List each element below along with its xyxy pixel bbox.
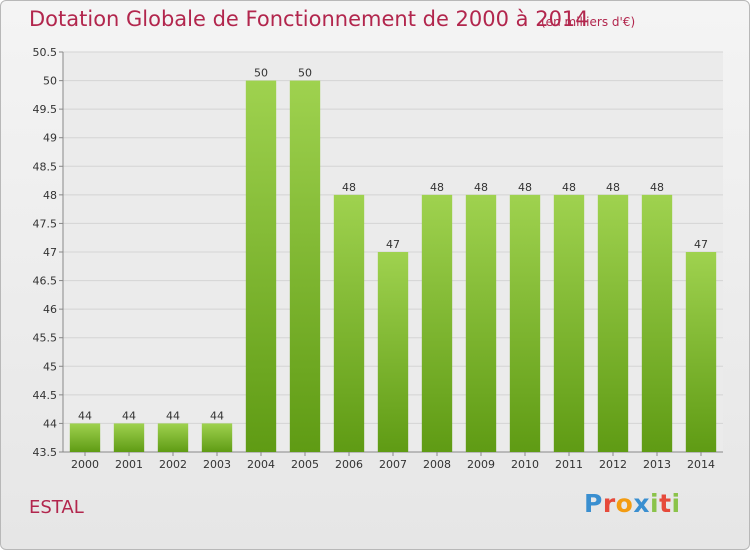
bar-2007 <box>377 252 409 452</box>
bar-2010 <box>509 194 541 452</box>
logo-letter: t <box>659 489 672 518</box>
bar-2005 <box>289 80 321 453</box>
x-tick-label: 2006 <box>335 458 363 471</box>
data-label: 48 <box>342 181 356 194</box>
data-label: 48 <box>606 181 620 194</box>
y-tick-label: 46.5 <box>33 275 58 288</box>
data-label: 48 <box>562 181 576 194</box>
bar-2009 <box>465 194 497 452</box>
bar-2014 <box>685 252 717 452</box>
x-tick-label: 2002 <box>159 458 187 471</box>
logo-letter: i <box>650 489 660 518</box>
bar-2008 <box>421 194 453 452</box>
logo-letter: r <box>602 489 616 518</box>
y-tick-label: 43.5 <box>33 446 58 459</box>
commune-name: ESTAL <box>29 497 84 518</box>
y-tick-label: 49 <box>43 132 57 145</box>
logo-letter: o <box>615 489 634 518</box>
bar-2002 <box>157 423 189 452</box>
y-tick-label: 47 <box>43 246 57 259</box>
data-label: 47 <box>694 238 708 251</box>
y-tick-label: 45 <box>43 360 57 373</box>
x-tick-label: 2008 <box>423 458 451 471</box>
data-label: 47 <box>386 238 400 251</box>
x-tick-label: 2013 <box>643 458 671 471</box>
y-tick-label: 49.5 <box>33 103 58 116</box>
x-tick-label: 2004 <box>247 458 275 471</box>
y-tick-label: 48 <box>43 189 57 202</box>
bar-2003 <box>201 423 233 452</box>
y-tick-label: 45.5 <box>33 332 58 345</box>
y-tick-label: 44.5 <box>33 389 58 402</box>
data-label: 48 <box>474 181 488 194</box>
data-label: 48 <box>518 181 532 194</box>
bar-2001 <box>113 423 145 452</box>
chart-subtitle: (en milliers d'€) <box>541 15 636 29</box>
bar-2000 <box>69 423 101 452</box>
bar-2004 <box>245 80 277 453</box>
x-tick-label: 2010 <box>511 458 539 471</box>
logo-letter: x <box>633 489 650 518</box>
y-tick-label: 48.5 <box>33 160 58 173</box>
data-label: 50 <box>298 67 312 80</box>
y-tick-label: 46 <box>43 303 57 316</box>
x-tick-label: 2005 <box>291 458 319 471</box>
x-tick-label: 2011 <box>555 458 583 471</box>
y-tick-label: 50 <box>43 75 57 88</box>
bar-2011 <box>553 194 585 452</box>
x-tick-label: 2003 <box>203 458 231 471</box>
x-tick-label: 2001 <box>115 458 143 471</box>
data-label: 44 <box>166 409 180 422</box>
x-tick-label: 2007 <box>379 458 407 471</box>
x-tick-label: 2012 <box>599 458 627 471</box>
data-label: 48 <box>650 181 664 194</box>
y-tick-label: 47.5 <box>33 217 58 230</box>
bar-2012 <box>597 194 629 452</box>
logo-letter: P <box>584 489 603 518</box>
x-tick-label: 2009 <box>467 458 495 471</box>
chart-title: Dotation Globale de Fonctionnement de 20… <box>29 7 589 31</box>
data-label: 48 <box>430 181 444 194</box>
logo-letter: i <box>671 489 681 518</box>
proxiti-logo[interactable]: Proxiti <box>584 489 681 518</box>
bar-2013 <box>641 194 673 452</box>
x-tick-label: 2014 <box>687 458 715 471</box>
data-label: 44 <box>122 409 136 422</box>
data-label: 44 <box>210 409 224 422</box>
y-tick-label: 50.5 <box>33 46 58 59</box>
x-tick-label: 2000 <box>71 458 99 471</box>
bar-2006 <box>333 194 365 452</box>
data-label: 50 <box>254 67 268 80</box>
data-label: 44 <box>78 409 92 422</box>
y-tick-label: 44 <box>43 417 57 430</box>
